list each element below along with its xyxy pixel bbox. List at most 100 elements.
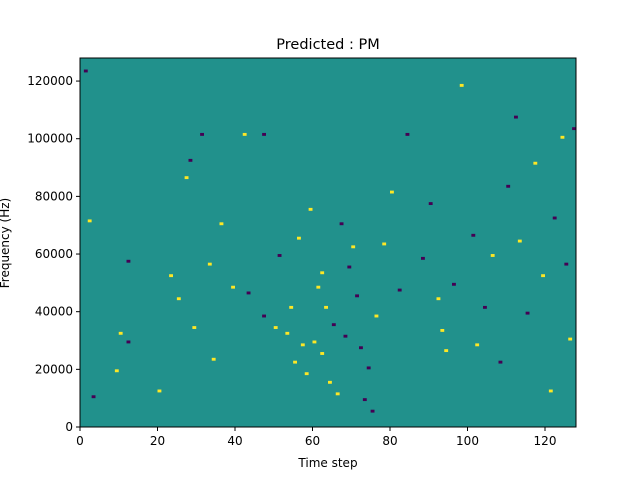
heatmap-cell [242,132,247,136]
heatmap-cell [405,132,410,136]
heatmap-cell [126,340,131,344]
plot-area [79,57,577,428]
heatmap-cell [428,202,433,206]
heatmap-cell [374,314,379,318]
heatmap-cell [366,366,371,370]
heatmap-cell [459,83,464,87]
heatmap-cell [331,323,336,327]
heatmap-cell [560,135,565,139]
heatmap-cell [297,236,301,240]
x-tick-label: 80 [382,434,397,448]
heatmap-background [80,58,576,427]
heatmap-cell [440,328,445,332]
heatmap-cell [525,311,530,315]
heatmap-cell [87,219,92,223]
heatmap-cell [490,254,495,257]
y-tick-label: 40000 [35,305,73,319]
heatmap-cell [471,233,476,237]
x-tick-label: 120 [534,434,557,448]
heatmap-cell [304,372,309,376]
heatmap-cell [351,245,356,249]
heatmap-cell [347,265,352,269]
plot-frame [79,57,577,428]
heatmap-cell [308,207,313,211]
heatmap-cells [83,69,576,413]
heatmap-cell [293,360,297,364]
heatmap-cell [370,409,375,413]
heatmap-cell [328,380,332,384]
heatmap-cell [568,337,573,341]
heatmap-cell [362,398,367,402]
heatmap-cell [541,274,545,278]
heatmap-cell [273,326,278,329]
heatmap-cell [285,331,290,335]
heatmap-cell [517,239,522,243]
heatmap-cell [188,158,193,162]
x-axis-label: Time step [297,456,357,470]
y-tick-label: 100000 [27,132,73,146]
y-tick-label: 60000 [35,247,73,261]
heatmap-cell [320,271,325,275]
chart-title: Predicted : PM [276,37,379,53]
heatmap-cell [316,285,321,289]
x-tick-label: 40 [227,434,242,448]
heatmap-cell [483,305,487,309]
heatmap-cell [312,340,317,344]
heatmap-cell [390,190,394,194]
x-tick-label: 20 [150,434,165,448]
x-tick-label: 100 [456,434,479,448]
heatmap-cell [552,216,557,220]
heatmap-cell [157,389,162,393]
heatmap-cell [324,305,328,309]
heatmap-cell [320,352,325,355]
heatmap-cell [475,343,480,347]
heatmap-cell [335,392,340,396]
y-axis-ticks: 0 20000 40000 60000 80000 100000 120000 [27,74,80,434]
heatmap-cell [533,161,538,165]
heatmap-cell [83,69,88,73]
heatmap-cell [289,305,294,309]
heatmap-cell [572,127,576,131]
y-tick-label: 120000 [27,74,73,88]
heatmap-cell [176,297,181,301]
heatmap-cell [343,334,348,338]
heatmap-cell [262,314,266,318]
heatmap-cell [246,291,251,295]
heatmap-cell [382,242,387,246]
x-axis-ticks: 0 20 40 60 80 100 120 [76,427,556,448]
heatmap-cell [211,357,216,361]
heatmap-cell [126,259,131,263]
heatmap-cell [514,115,518,119]
heatmap-cell [219,222,224,226]
heatmap-cell [300,343,305,347]
y-tick-label: 20000 [35,362,73,376]
heatmap-cell [207,262,212,266]
heatmap-cell [262,132,266,136]
heatmap-cell [548,389,553,393]
heatmap-cell [184,176,189,180]
heatmap-cell [355,294,359,298]
heatmap-cell [506,184,511,188]
heatmap-cell [498,360,503,364]
heatmap-cell [444,349,449,353]
heatmap-cell [339,222,344,226]
y-tick-label: 80000 [35,189,73,203]
heatmap-cell [436,297,441,301]
y-axis-label: Frequency (Hz) [0,198,12,289]
y-tick-label: 0 [65,420,73,434]
x-tick-label: 0 [76,434,84,448]
heatmap-cell [397,288,402,292]
heatmap-cell [277,254,282,257]
heatmap-cell [169,274,173,278]
heatmap-cell [564,262,569,266]
heatmap-cell [200,132,204,136]
heatmap-cell [192,326,197,329]
heatmap-cell [421,256,425,260]
heatmap-cell [452,282,456,286]
heatmap-cell [118,331,123,335]
x-tick-label: 60 [305,434,320,448]
heatmap-cell [114,369,119,373]
heatmap-cell [91,395,96,399]
heatmap-cell [231,285,235,289]
